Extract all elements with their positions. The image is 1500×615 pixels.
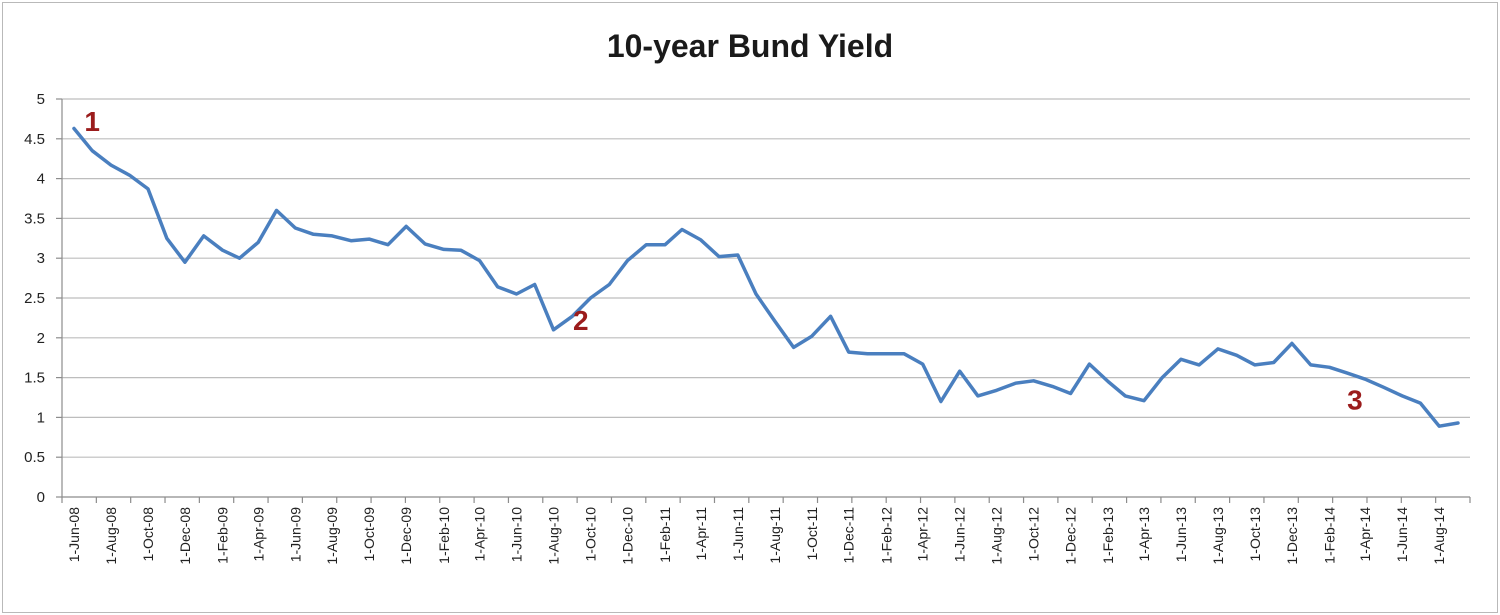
y-tick-label: 4.5: [24, 131, 45, 148]
x-tick-label: 1-Oct-13: [1247, 507, 1263, 562]
y-tick-label: 0: [37, 489, 45, 506]
x-tick-label: 1-Jun-10: [509, 507, 525, 562]
x-tick-label: 1-Apr-13: [1136, 507, 1152, 562]
x-tick-label: 1-Dec-09: [398, 507, 414, 565]
y-tick-label: 3.5: [24, 210, 45, 227]
y-tick-label: 2: [37, 330, 45, 347]
x-tick-label: 1-Aug-12: [989, 507, 1005, 565]
series: [72, 126, 1460, 428]
x-tick-label: 1-Oct-10: [582, 507, 598, 562]
y-tick-label: 5: [37, 91, 45, 108]
gridlines: [62, 98, 1470, 458]
x-tick-label: 1-Dec-08: [177, 507, 193, 565]
x-tick-label: 1-Dec-10: [619, 507, 635, 565]
axes: [56, 98, 1471, 503]
x-tick-label: 1-Feb-09: [215, 507, 231, 564]
x-tick-label: 1-Aug-08: [103, 507, 119, 565]
annotation-label: 1: [84, 106, 100, 137]
x-tick-label: 1-Apr-09: [250, 507, 266, 562]
x-tick-label: 1-Feb-12: [878, 507, 894, 564]
x-tick-label: 1-Apr-10: [472, 507, 488, 562]
annotations: 1 2 3: [84, 106, 1362, 416]
x-tick-label: 1-Apr-14: [1357, 507, 1373, 562]
x-tick-label: 1-Feb-10: [436, 507, 452, 564]
x-tick-label: 1-Apr-12: [915, 507, 931, 562]
x-tick-label: 1-Feb-14: [1321, 507, 1337, 564]
x-tick-label: 1-Oct-11: [804, 507, 820, 561]
y-tick-label: 2.5: [24, 290, 45, 307]
y-tick-label: 4: [37, 171, 45, 188]
x-tick-label: 1-Jun-11: [730, 507, 746, 561]
x-tick-label: 1-Jun-09: [287, 507, 303, 562]
y-tick-label: 1.5: [24, 370, 45, 387]
x-tick-label: 1-Jun-14: [1394, 507, 1410, 562]
x-tick-label: 1-Jun-12: [952, 507, 968, 562]
y-tick-labels: 0 0.5 1 1.5 2 2.5 3 3.5 4 4.5 5: [24, 91, 45, 506]
x-tick-labels: 1-Jun-08 1-Aug-08 1-Oct-08 1-Dec-08 1-Feb-09…: [66, 507, 1447, 565]
x-tick-label: 1-Dec-13: [1284, 507, 1300, 565]
x-tick-label: 1-Feb-13: [1100, 507, 1116, 564]
x-tick-label: 1-Aug-10: [546, 507, 562, 565]
x-tick-label: 1-Jun-13: [1173, 507, 1189, 562]
x-tick-label: 1-Aug-13: [1210, 507, 1226, 565]
x-tick-label: 1-Aug-14: [1431, 507, 1447, 565]
y-tick-label: 3: [37, 250, 45, 267]
annotation-label: 3: [1347, 384, 1363, 415]
x-tick-label: 1-Dec-11: [841, 507, 857, 564]
x-tick-label: 1-Jun-08: [66, 507, 82, 562]
x-tick-label: 1-Oct-12: [1026, 507, 1042, 562]
x-tick-label: 1-Oct-08: [140, 507, 156, 562]
x-tick-label: 1-Dec-12: [1063, 507, 1079, 565]
series-line: [72, 126, 1460, 428]
annotation-label: 2: [573, 305, 589, 336]
x-tick-label: 1-Aug-09: [324, 507, 340, 565]
x-tick-label: 1-Feb-11: [657, 507, 673, 563]
x-tick-label: 1-Oct-09: [361, 507, 377, 562]
x-tick-label: 1-Aug-11: [767, 507, 783, 564]
chart-title: 10-year Bund Yield: [606, 28, 894, 64]
y-tick-label: 0.5: [24, 449, 45, 466]
y-tick-label: 1: [37, 409, 45, 426]
x-tick-label: 1-Apr-11: [693, 507, 709, 561]
